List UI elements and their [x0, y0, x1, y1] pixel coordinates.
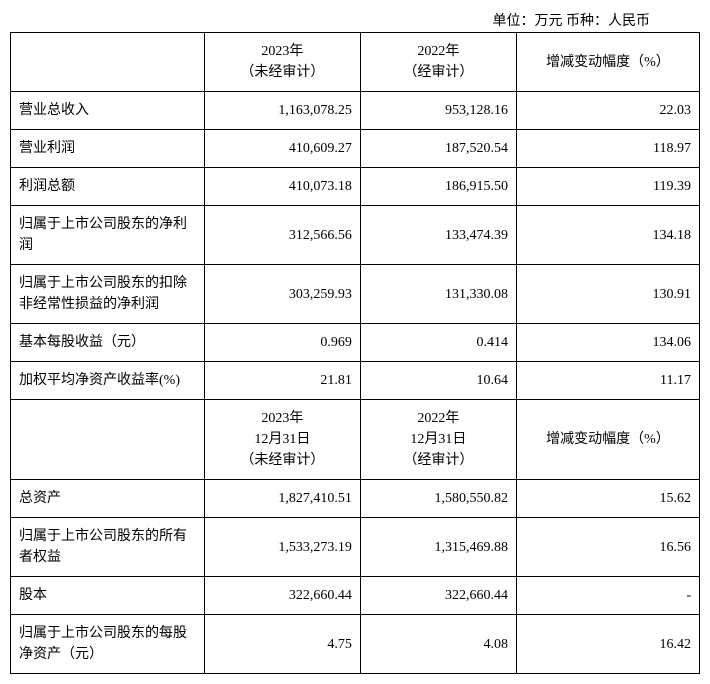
cell-y1: 410,609.27	[204, 130, 360, 168]
cell-y1: 410,073.18	[204, 168, 360, 206]
table-row: 归属于上市公司股东的扣除非经常性损益的净利润303,259.93131,330.…	[11, 265, 700, 324]
cell-y2: 10.64	[360, 362, 516, 400]
cell-change: 130.91	[516, 265, 699, 324]
cell-y1: 4.75	[204, 615, 360, 674]
row-label: 股本	[11, 577, 205, 615]
header-blank	[11, 33, 205, 92]
cell-change: 118.97	[516, 130, 699, 168]
header-row-2: 2023年12月31日（未经审计）2022年12月31日（经审计）增减变动幅度（…	[11, 400, 700, 480]
row-label: 归属于上市公司股东的净利润	[11, 206, 205, 265]
cell-y1: 312,566.56	[204, 206, 360, 265]
cell-y2: 1,315,469.88	[360, 518, 516, 577]
row-label: 加权平均净资产收益率(%)	[11, 362, 205, 400]
cell-y1: 1,827,410.51	[204, 480, 360, 518]
cell-change: 15.62	[516, 480, 699, 518]
header-blank	[11, 400, 205, 480]
table-row: 利润总额410,073.18186,915.50119.39	[11, 168, 700, 206]
header-y2: 2022年 （经审计）	[360, 33, 516, 92]
cell-y2: 953,128.16	[360, 92, 516, 130]
cell-y1: 1,533,273.19	[204, 518, 360, 577]
cell-y1: 1,163,078.25	[204, 92, 360, 130]
header2-y2: 2022年12月31日（经审计）	[360, 400, 516, 480]
cell-y2: 187,520.54	[360, 130, 516, 168]
row-label: 营业利润	[11, 130, 205, 168]
cell-change: -	[516, 577, 699, 615]
cell-y1: 303,259.93	[204, 265, 360, 324]
financial-table: 2023年 （未经审计） 2022年 （经审计） 增减变动幅度（%） 营业总收入…	[10, 32, 700, 674]
row-label: 归属于上市公司股东的所有者权益	[11, 518, 205, 577]
cell-y2: 186,915.50	[360, 168, 516, 206]
table-row: 股本322,660.44322,660.44-	[11, 577, 700, 615]
cell-y2: 322,660.44	[360, 577, 516, 615]
header-row-1: 2023年 （未经审计） 2022年 （经审计） 增减变动幅度（%）	[11, 33, 700, 92]
cell-y1: 322,660.44	[204, 577, 360, 615]
cell-y2: 1,580,550.82	[360, 480, 516, 518]
table-row: 归属于上市公司股东的每股净资产（元）4.754.0816.42	[11, 615, 700, 674]
header2-y1: 2023年12月31日（未经审计）	[204, 400, 360, 480]
header-y1: 2023年 （未经审计）	[204, 33, 360, 92]
table-row: 总资产1,827,410.511,580,550.8215.62	[11, 480, 700, 518]
cell-y2: 131,330.08	[360, 265, 516, 324]
cell-change: 22.03	[516, 92, 699, 130]
table-row: 基本每股收益（元）0.9690.414134.06	[11, 324, 700, 362]
cell-change: 134.06	[516, 324, 699, 362]
cell-y1: 0.969	[204, 324, 360, 362]
row-label: 总资产	[11, 480, 205, 518]
table-row: 归属于上市公司股东的净利润312,566.56133,474.39134.18	[11, 206, 700, 265]
cell-change: 134.18	[516, 206, 699, 265]
cell-change: 16.42	[516, 615, 699, 674]
row-label: 归属于上市公司股东的扣除非经常性损益的净利润	[11, 265, 205, 324]
header2-change: 增减变动幅度（%）	[516, 400, 699, 480]
table-row: 营业利润410,609.27187,520.54118.97	[11, 130, 700, 168]
cell-change: 16.56	[516, 518, 699, 577]
table-row: 归属于上市公司股东的所有者权益1,533,273.191,315,469.881…	[11, 518, 700, 577]
cell-y2: 4.08	[360, 615, 516, 674]
row-label: 营业总收入	[11, 92, 205, 130]
table-row: 加权平均净资产收益率(%)21.8110.6411.17	[11, 362, 700, 400]
cell-y2: 133,474.39	[360, 206, 516, 265]
header-change: 增减变动幅度（%）	[516, 33, 699, 92]
cell-change: 119.39	[516, 168, 699, 206]
cell-y2: 0.414	[360, 324, 516, 362]
row-label: 利润总额	[11, 168, 205, 206]
table-row: 营业总收入1,163,078.25953,128.1622.03	[11, 92, 700, 130]
row-label: 基本每股收益（元）	[11, 324, 205, 362]
unit-currency-line: 单位：万元 币种：人民币	[10, 10, 700, 30]
cell-y1: 21.81	[204, 362, 360, 400]
row-label: 归属于上市公司股东的每股净资产（元）	[11, 615, 205, 674]
cell-change: 11.17	[516, 362, 699, 400]
